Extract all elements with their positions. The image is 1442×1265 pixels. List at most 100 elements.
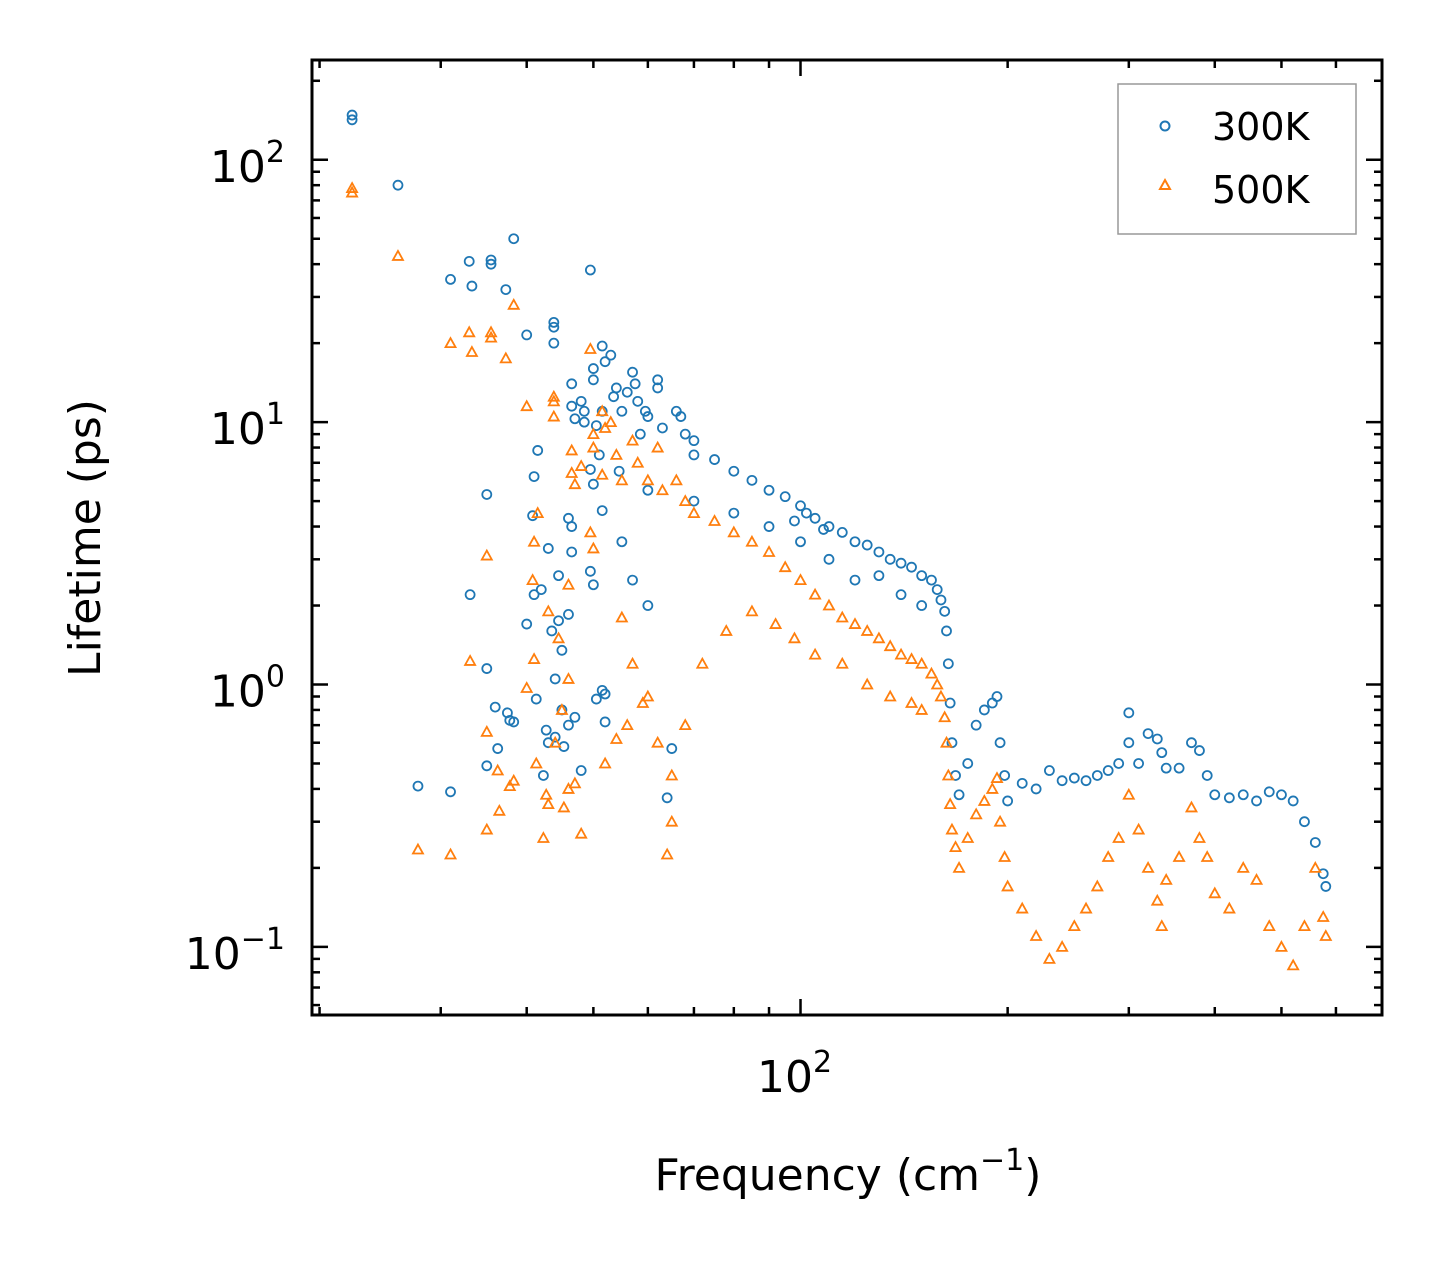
data-point-300k [642,411,654,422]
data-point-500k [915,703,929,715]
legend-marker-500k [1158,177,1172,190]
data-point-300k [632,395,644,407]
data-point-300k [627,366,638,378]
data-point-500k [462,325,476,338]
data-point-300k [994,737,1006,749]
data-point-500k [527,534,541,547]
data-point-300k [590,420,602,432]
data-point-500k [977,794,991,806]
data-point-500k [655,483,669,496]
data-point-300k [1068,772,1080,784]
data-point-300k [546,625,558,637]
x-axis-title: Frequency (cm−1) [655,1143,1042,1201]
data-point-300k [481,489,493,500]
data-point-300k [1317,868,1329,880]
data-point-500k [905,652,919,664]
legend: 300K 500K [1117,83,1357,235]
data-point-300k [584,565,596,577]
data-point-500k [615,473,629,486]
data-point-300k [823,553,835,565]
data-point-500k [998,850,1012,862]
data-point-300k [1186,737,1197,749]
data-point-300k [346,109,358,121]
data-point-500k [552,631,566,644]
data-point-300k [553,570,564,582]
data-point-300k [661,792,673,804]
data-point-500k [586,440,600,453]
data-point-500k [1155,919,1169,932]
data-point-500k [526,573,540,585]
data-point-300k [549,731,561,743]
data-point-300k [1156,747,1168,759]
data-point-500k [745,604,759,617]
data-point-300k [657,422,668,434]
data-point-300k [569,413,581,425]
data-point-300k [675,411,687,422]
data-point-300k [873,546,885,558]
data-point-300k [809,512,821,524]
data-point-500k [1150,893,1164,906]
data-point-500k [620,718,634,731]
y-tick-label: 100 [210,660,285,718]
data-point-500k [636,696,650,708]
data-point-300k [642,600,654,611]
data-point-500k [507,297,521,310]
data-point-500k [894,647,908,660]
data-point-300k [1091,770,1103,781]
x-axis-title-main: Frequency (cm [655,1150,981,1201]
data-point-500k [915,656,929,669]
data-point-300k [779,491,791,503]
data-point-300k [1276,789,1287,801]
data-point-300k [895,557,907,569]
data-point-300k [916,600,928,611]
data-point-300k [906,561,917,573]
data-point-300k [634,428,646,440]
data-point-500k [586,427,600,440]
data-point-300k [873,570,885,582]
data-point-300k [795,536,806,548]
data-point-300k [535,584,547,595]
y-axis-title: Lifetime (ps) [60,399,111,677]
data-point-500k [952,861,966,873]
data-point-500k [557,800,571,813]
data-point-500k [626,433,640,446]
data-point-300k [1209,789,1221,801]
data-point-300k [926,574,937,586]
data-point-300k [575,395,587,407]
data-point-300k [679,428,691,440]
data-point-300k [610,382,622,394]
data-point-300k [578,405,590,417]
data-point-500k [631,455,645,468]
data-point-300k [1056,775,1068,787]
data-point-300k [578,416,590,428]
data-point-500k [463,654,477,666]
data-point-500k [609,448,623,460]
data-point-300k [599,356,611,368]
data-point-300k [540,724,552,736]
data-point-500k [1250,873,1264,885]
data-point-500k [687,506,701,519]
data-point-500k [480,724,494,737]
data-point-300k [978,704,990,716]
legend-label-300k: 300K [1212,105,1311,149]
data-point-300k [935,594,947,606]
data-point-300k [642,484,654,496]
data-point-300k [1142,728,1154,739]
data-point-500k [945,822,959,835]
data-point-500k [993,814,1007,827]
data-point-300k [528,589,540,601]
data-point-500k [604,415,618,428]
data-point-300k [548,337,560,349]
data-point-500k [969,807,983,820]
data-point-300k [599,688,611,700]
data-point-300k [801,507,812,519]
data-point-500k [669,473,683,486]
data-point-500k [665,814,679,827]
data-point-500k [527,652,541,664]
data-point-500k [1112,831,1126,843]
data-point-300k [970,719,982,731]
data-point-500k [651,440,665,453]
data-point-300k [528,471,540,483]
data-point-500k [883,639,897,652]
data-point-300k [1173,762,1185,774]
